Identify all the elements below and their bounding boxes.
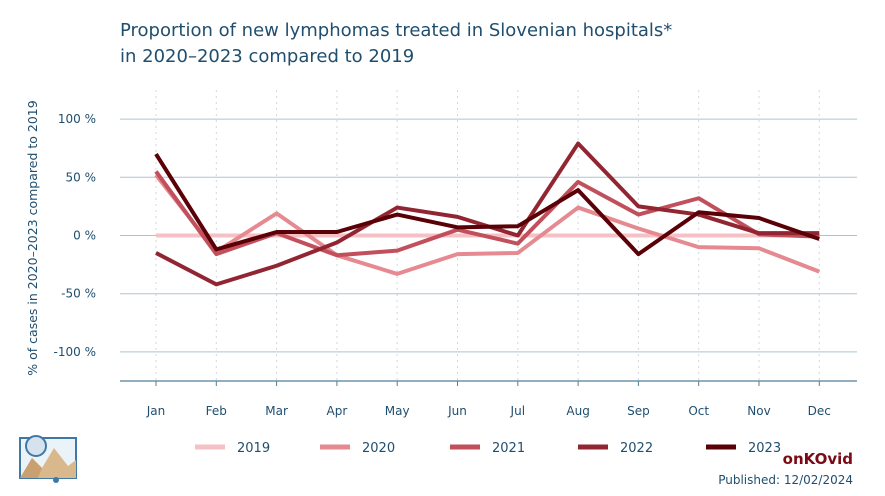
series-line-2023 [154,152,820,257]
x-tick-label: Oct [688,404,709,418]
y-tick-label: -100 % [54,345,96,359]
legend: 2019 2020 2021 2022 2023 [195,441,781,456]
legend-item-2023[interactable]: 2023 [706,441,781,456]
chart-title-line-1: Proportion of new lymphomas treated in S… [120,20,673,41]
series-line-2020 [154,173,821,276]
y-axis-label: % of cases in 2020–2023 compared to 2019 [25,100,40,375]
y-tick-label: 50 % [66,170,97,184]
legend-item-2020[interactable]: 2020 [320,441,395,456]
y-tick-label: -50 % [61,287,96,301]
legend-label: 2023 [748,441,781,456]
chart-title: Proportion of new lymphomas treated in S… [120,18,840,70]
x-tick-label: Dec [808,404,831,418]
published-date: Published: 12/02/2024 [718,473,853,487]
series-layer [154,141,821,287]
x-tick-label: Nov [747,404,770,418]
legend-item-2021[interactable]: 2021 [450,441,525,456]
onkovid-logo-icon [18,432,80,488]
legend-label: 2019 [237,441,270,456]
y-tick-label: 0 % [73,229,96,243]
legend-label: 2020 [362,441,395,456]
axis-layer: 100 % 50 % 0 % -50 % -100 % Jan Feb Mar Apr May Ju… [54,112,857,418]
legend-label: 2021 [492,441,525,456]
x-tick-label: Mar [265,404,288,418]
legend-item-2019[interactable]: 2019 [195,441,270,456]
x-tick-label: Aug [566,404,589,418]
x-tick-label: Sep [627,404,650,418]
x-tick-label: Jul [510,404,525,418]
brand-label: onKOvid [782,450,853,468]
legend-label: 2022 [620,441,653,456]
chart-title-line-2: in 2020–2023 compared to 2019 [120,46,415,67]
y-tick-label: 100 % [58,112,96,126]
x-tick-label: May [385,404,410,418]
legend-item-2022[interactable]: 2022 [578,441,653,456]
x-tick-label: Feb [206,404,227,418]
x-tick-label: Jan [146,404,166,418]
x-tick-label: Apr [327,404,348,418]
x-tick-label: Jun [447,404,467,418]
